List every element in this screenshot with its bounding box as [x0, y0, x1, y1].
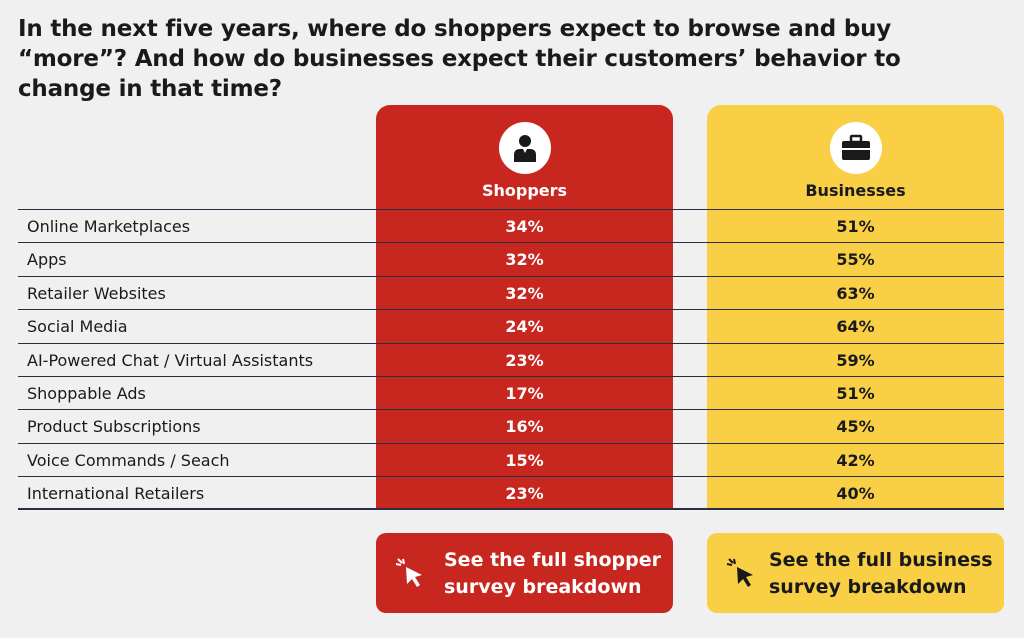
table-row: Product Subscriptions 16% 45% — [18, 409, 1004, 442]
table-row: Apps 32% 55% — [18, 242, 1004, 275]
page-title: In the next five years, where do shopper… — [18, 16, 901, 102]
row-label: Voice Commands / Seach — [27, 450, 230, 470]
shopper-survey-label: See the full shopper survey breakdown — [444, 549, 661, 598]
row-label: AI-Powered Chat / Virtual Assistants — [27, 350, 314, 370]
comparison-table: Online Marketplaces 34% 51% Apps 32% 55% Retai… — [18, 209, 1004, 510]
table-row: Online Marketplaces 34% 51% — [18, 209, 1004, 242]
shoppers-value: 17% — [505, 383, 544, 403]
businesses-value: 55% — [836, 250, 875, 270]
businesses-header: Businesses — [805, 181, 906, 200]
business-survey-button[interactable]: See the full business survey breakdown — [707, 533, 1004, 613]
row-label: International Retailers — [27, 484, 205, 504]
row-label: Product Subscriptions — [27, 417, 201, 437]
shoppers-column: Shoppers — [376, 105, 673, 510]
business-survey-label: See the full business survey breakdown — [769, 549, 993, 598]
businesses-value: 40% — [836, 484, 875, 504]
shoppers-value: 32% — [505, 283, 544, 303]
businesses-value: 63% — [836, 283, 875, 303]
shoppers-value: 16% — [505, 417, 544, 437]
row-label: Apps — [27, 250, 67, 270]
cursor-icon — [725, 555, 761, 591]
shoppers-header: Shoppers — [481, 181, 568, 200]
cursor-icon — [394, 555, 430, 591]
businesses-value: 51% — [836, 383, 875, 403]
businesses-column: Businesses — [707, 105, 1004, 510]
table-row: Voice Commands / Seach 15% 42% — [18, 442, 1004, 476]
shoppers-value: 32% — [505, 250, 544, 270]
businesses-value: 51% — [836, 217, 875, 236]
shoppers-value: 34% — [505, 217, 544, 236]
shoppers-value: 23% — [505, 484, 544, 504]
shoppers-value: 15% — [505, 450, 544, 470]
row-label: Online Marketplaces — [27, 217, 191, 236]
briefcase-icon — [829, 122, 882, 174]
table-row: Shoppable Ads 17% 51% — [18, 375, 1004, 409]
businesses-value: 45% — [836, 417, 875, 437]
row-label: Shoppable Ads — [27, 383, 146, 403]
businesses-value: 59% — [836, 350, 875, 370]
table-row: Social Media 24% 64% — [18, 309, 1004, 342]
shoppers-value: 23% — [505, 350, 544, 370]
table-row: AI-Powered Chat / Virtual Assistants 23% 5… — [18, 342, 1004, 376]
shopper-survey-button[interactable]: See the full shopper survey breakdown — [376, 533, 673, 613]
row-label: Social Media — [27, 317, 128, 337]
businesses-value: 42% — [836, 450, 875, 470]
row-label: Retailer Websites — [27, 283, 166, 303]
person-icon — [498, 122, 551, 174]
table-row: International Retailers 23% 40% — [18, 476, 1004, 510]
businesses-value: 64% — [836, 317, 875, 337]
shoppers-value: 24% — [505, 317, 544, 337]
table-row: Retailer Websites 32% 63% — [18, 275, 1004, 309]
